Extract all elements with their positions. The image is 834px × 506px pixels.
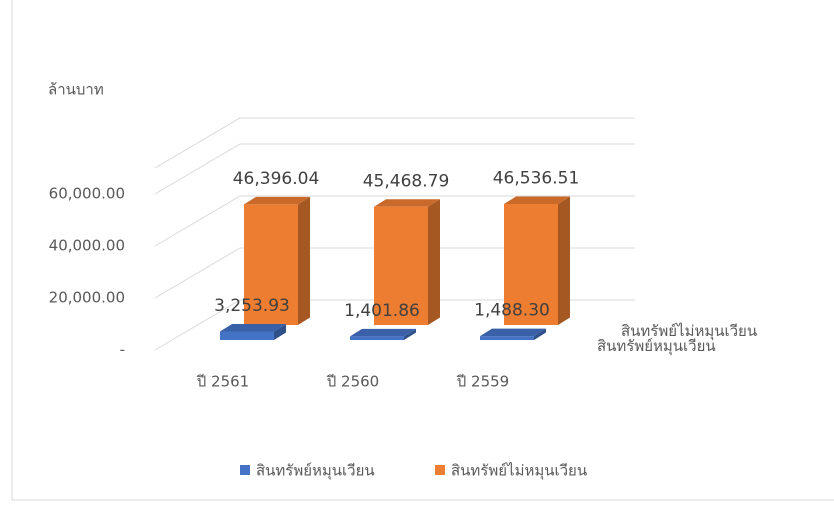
bar [504,196,570,325]
bar-side [274,324,286,340]
bar-side [404,328,416,340]
grid-line [154,143,635,195]
legend-swatch [240,465,250,475]
grid-line [154,195,635,247]
bar-top [244,196,310,205]
bar-front [220,331,274,340]
value-label: 46,396.04 [233,169,320,189]
y-tick-label: 60,000.00 [49,185,125,203]
y-axis-label: ล้านบาท [48,81,104,99]
value-label: 1,488.30 [474,301,550,321]
bar [244,196,310,325]
bar-front [350,336,404,340]
value-label: 3,253.93 [214,296,290,316]
legend-label: สินทรัพย์หมุนเวียน [256,462,375,481]
bar-front [374,206,428,325]
bar [374,199,440,325]
depth-series-label: สินทรัพย์หมุนเวียน [597,337,716,356]
bar-top [504,196,570,205]
legend-label: สินทรัพย์ไม่หมุนเวียน [451,462,587,481]
bar-side [428,199,440,325]
legend-swatch [435,465,445,475]
value-label: 45,468.79 [363,171,450,191]
bar [350,328,416,340]
bar-front [480,336,534,340]
grid-line [154,117,635,169]
bar-top [480,328,546,337]
bar-side [298,196,310,325]
bar-front [504,204,558,325]
grid-line [154,299,635,351]
y-tick-label: 40,000.00 [49,237,125,255]
bar-side [534,328,546,340]
value-label: 46,536.51 [493,169,580,189]
bar-top [374,199,440,207]
x-tick-label: ปี 2560 [326,373,379,391]
value-label: 1,401.86 [344,301,420,321]
bar-top [350,328,416,337]
x-tick-label: ปี 2559 [456,373,509,391]
bar-side [558,196,570,325]
y-tick-label: 20,000.00 [49,289,125,307]
bar-top [220,324,286,332]
grid-line [154,247,635,299]
depth-series-label: สินทรัพย์ไม่หมุนเวียน [621,322,757,341]
bar [480,328,546,340]
bar-front [244,204,298,325]
y-tick-label: - [120,341,125,359]
x-tick-label: ปี 2561 [196,373,249,391]
bar [220,324,286,340]
